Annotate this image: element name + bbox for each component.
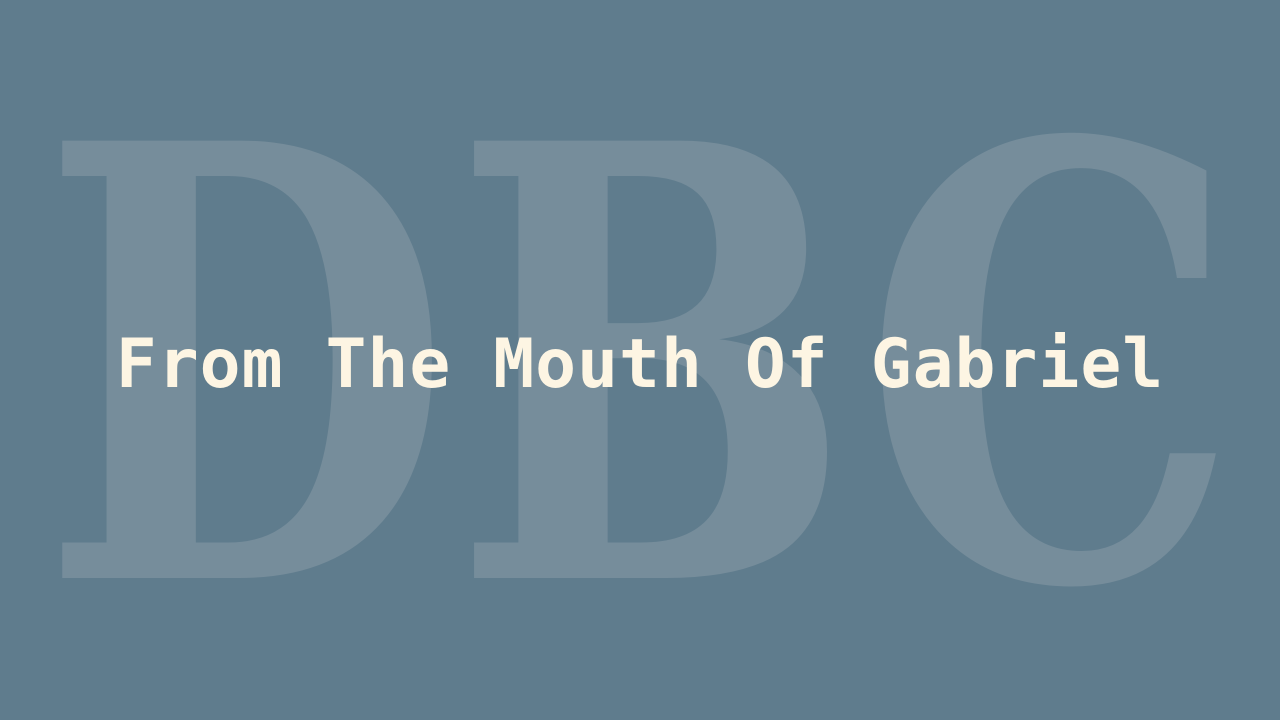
watermark-text: DBC (40, 15, 1240, 720)
page-title: From The Mouth Of Gabriel (115, 325, 1165, 404)
